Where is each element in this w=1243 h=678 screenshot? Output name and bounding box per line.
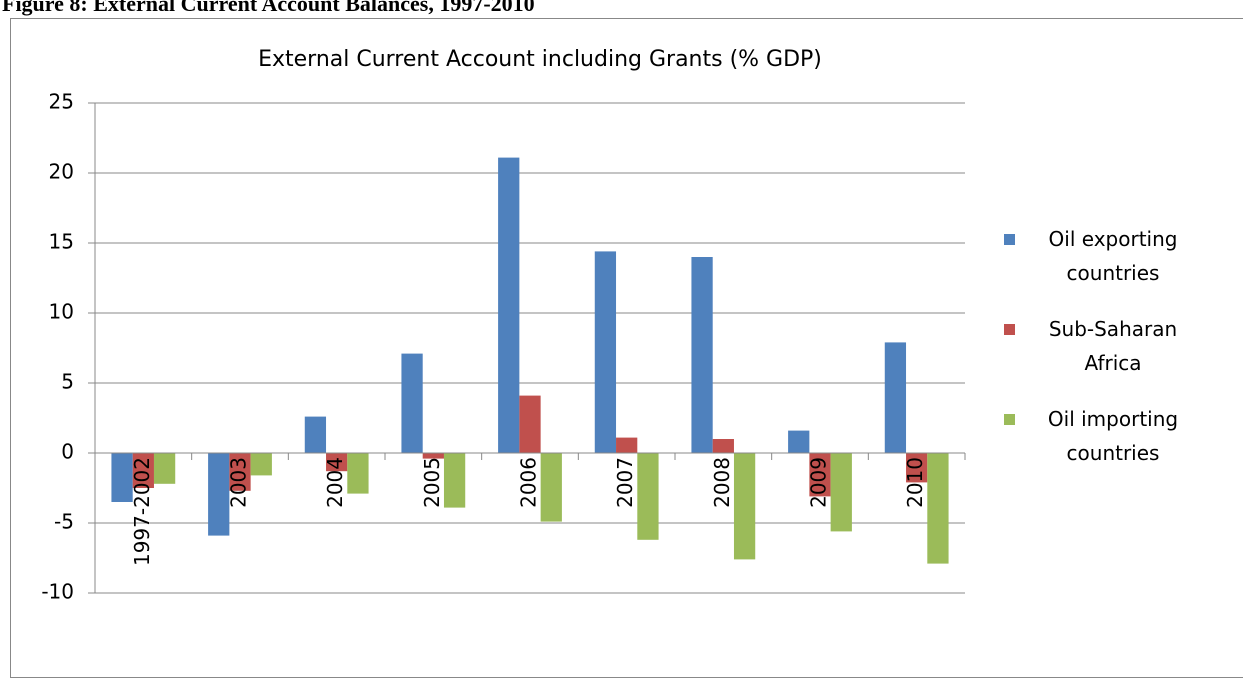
bar [733, 453, 756, 560]
bar [422, 453, 444, 459]
y-tick-label: 15 [49, 230, 74, 254]
bar [304, 416, 327, 453]
bar [830, 453, 852, 532]
bar [712, 439, 734, 453]
legend-label: Oil importing countries [1047, 407, 1179, 465]
bar [809, 453, 831, 497]
legend: Oil exporting countries Sub-Saharan Afric… [1004, 222, 1234, 492]
legend-swatch [1004, 324, 1015, 335]
bar [906, 453, 928, 483]
bar [519, 395, 541, 453]
x-tick-label: 2009 [807, 457, 831, 508]
legend-label: Oil exporting countries [1048, 227, 1178, 285]
legend-item: Oil exporting countries [1004, 222, 1234, 312]
figure-caption: Figure 8: External Current Account Balan… [2, 0, 535, 16]
bar [884, 342, 907, 453]
x-tick-label: 2008 [710, 457, 734, 508]
legend-swatch [1004, 234, 1015, 245]
bar [347, 453, 369, 494]
bar [540, 453, 562, 522]
bar [788, 430, 810, 453]
y-tick-label: 0 [61, 440, 74, 464]
y-tick-label: 5 [61, 370, 74, 394]
bar [401, 353, 423, 453]
legend-label: Sub-Saharan Africa [1048, 317, 1178, 375]
bar [637, 453, 659, 540]
bar [111, 453, 133, 502]
bar [691, 257, 713, 453]
bar [153, 453, 176, 484]
bar [443, 453, 466, 508]
bar [616, 437, 638, 453]
bar [132, 453, 154, 488]
legend-item: Sub-Saharan Africa [1004, 312, 1234, 402]
bar [326, 453, 348, 472]
x-tick-label: 2010 [903, 457, 927, 508]
x-tick-label: 2006 [517, 457, 541, 508]
y-tick-label: 25 [49, 90, 74, 114]
bar [927, 453, 949, 564]
bar [498, 157, 520, 453]
bar [229, 453, 251, 491]
y-tick-label: -5 [54, 510, 74, 534]
legend-swatch [1004, 414, 1015, 425]
legend-item: Oil importing countries [1004, 402, 1234, 492]
y-tick-label: -10 [41, 580, 74, 604]
chart-title: External Current Account including Grant… [258, 47, 822, 72]
x-tick-label: 2005 [420, 457, 444, 508]
y-tick-label: 10 [49, 300, 74, 324]
x-tick-label: 2004 [323, 457, 347, 508]
x-tick-label: 1997-2002 [130, 457, 154, 566]
x-tick-label: 2003 [227, 457, 251, 508]
bar [250, 453, 272, 476]
bar [208, 453, 230, 536]
bar [594, 251, 617, 453]
x-tick-label: 2007 [613, 457, 637, 508]
y-tick-label: 20 [49, 160, 74, 184]
